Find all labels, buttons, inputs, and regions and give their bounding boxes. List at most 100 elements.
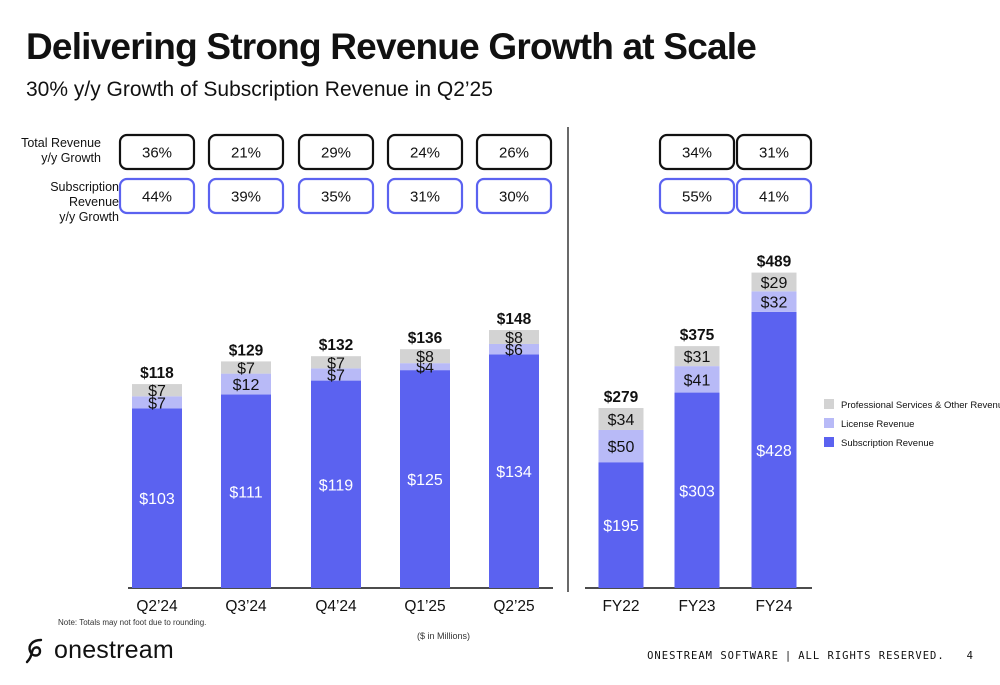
total-label-FY22: $279 (604, 389, 639, 406)
subscription-growth-badge-FY24-text: 41% (759, 189, 789, 206)
subscription-growth-label-line2: y/y Growth (59, 210, 119, 224)
bar-professional-FY23 (674, 346, 720, 367)
total-label-Q2’25: $148 (497, 311, 532, 328)
legend-swatch-license (824, 418, 834, 428)
data-label-subscription-Q3’24: $111 (229, 484, 262, 501)
legend-label-license: License Revenue (841, 419, 914, 430)
bar-license-Q3’24 (221, 373, 271, 395)
slide-title: Delivering Strong Revenue Growth at Scal… (26, 26, 757, 67)
bar-subscription-Q2’25 (489, 354, 539, 588)
footer: ONESTREAM SOFTWARE | ALL RIGHTS RESERVED. 4 (647, 650, 974, 662)
total-growth-row-label: Total Revenue y/y Growth (0, 136, 101, 166)
total-growth-badge-Q2’25 (475, 133, 553, 171)
rounding-note: Note: Totals may not foot due to roundin… (58, 618, 207, 627)
data-label-license-FY23: $41 (684, 372, 711, 389)
total-growth-badge-FY23 (658, 133, 736, 171)
data-label-license-Q3’24: $12 (233, 377, 260, 394)
subscription-growth-badge-Q4’24-text: 35% (321, 189, 351, 206)
bar-professional-FY24 (751, 272, 797, 292)
data-label-license-Q4’24: $7 (327, 367, 345, 384)
data-label-professional-Q3’24: $7 (237, 361, 255, 378)
data-label-professional-Q2’24: $7 (148, 383, 166, 400)
subscription-growth-badge-Q3’24-text: 39% (231, 189, 261, 206)
data-label-professional-Q2’25: $8 (505, 330, 523, 347)
data-label-subscription-Q4’24: $119 (319, 477, 354, 494)
data-label-professional-Q4’24: $7 (327, 355, 345, 372)
subscription-growth-badge-Q1’25-text: 31% (410, 189, 440, 206)
slide-subtitle: 30% y/y Growth of Subscription Revenue i… (26, 78, 493, 101)
bar-license-Q4’24 (311, 368, 361, 381)
total-growth-label-line1: Total Revenue (21, 136, 101, 150)
subscription-growth-badge-FY23-text: 55% (682, 189, 712, 206)
total-growth-badge-Q2’24-text: 36% (142, 145, 172, 162)
bar-professional-FY22 (598, 408, 644, 430)
bar-subscription-Q2’24 (132, 408, 182, 588)
total-growth-label-line2: y/y Growth (41, 151, 101, 165)
total-label-Q1’25: $136 (408, 330, 443, 347)
x-tick-label-FY24: FY24 (755, 598, 792, 615)
total-growth-badge-Q4’24 (297, 133, 375, 171)
bar-subscription-FY22 (598, 462, 644, 588)
data-label-license-Q1’25: $4 (416, 360, 434, 377)
data-label-subscription-Q2’25: $134 (496, 464, 532, 481)
total-growth-badge-FY23-text: 34% (682, 145, 712, 162)
x-tick-label-Q4’24: Q4’24 (315, 598, 357, 615)
data-label-professional-FY23: $31 (684, 349, 711, 366)
units-label: ($ in Millions) (417, 631, 471, 641)
data-label-professional-FY24: $29 (761, 275, 788, 292)
total-growth-badge-Q1’25 (386, 133, 464, 171)
bar-professional-Q2’25 (489, 330, 539, 344)
bar-professional-Q4’24 (311, 356, 361, 369)
data-label-professional-FY22: $34 (608, 412, 635, 429)
total-label-Q3’24: $129 (229, 342, 264, 359)
total-label-FY24: $489 (757, 254, 792, 271)
total-growth-badge-Q4’24-text: 29% (321, 145, 351, 162)
bar-professional-Q1’25 (400, 349, 450, 364)
total-growth-badge-Q2’25-text: 26% (499, 145, 529, 162)
legend-label-professional: Professional Services & Other Revenue (841, 400, 1000, 411)
x-tick-label-Q2’24: Q2’24 (136, 598, 178, 615)
subscription-growth-badge-Q2’25 (475, 177, 553, 215)
subscription-growth-row-label: Subscription Revenue y/y Growth (0, 180, 119, 225)
legend-swatch-subscription (824, 437, 834, 447)
x-tick-label-Q3’24: Q3’24 (225, 598, 267, 615)
total-label-Q2’24: $118 (140, 365, 174, 382)
data-label-subscription-Q1’25: $125 (407, 472, 443, 489)
data-label-license-Q2’25: $6 (505, 342, 523, 359)
bar-professional-Q2’24 (132, 384, 182, 397)
bar-license-FY23 (674, 366, 720, 393)
logo-wordmark: onestream (54, 636, 174, 664)
total-growth-badge-FY24 (735, 133, 813, 171)
total-growth-badge-Q2’24 (118, 133, 196, 171)
total-growth-badge-Q3’24 (207, 133, 285, 171)
subscription-growth-badge-Q4’24 (297, 177, 375, 215)
bar-subscription-Q3’24 (221, 394, 271, 588)
subscription-growth-badge-Q1’25 (386, 177, 464, 215)
bar-license-Q2’24 (132, 396, 182, 409)
bar-license-FY22 (598, 429, 644, 463)
bar-license-FY24 (751, 291, 797, 312)
footer-company: ONESTREAM SOFTWARE (647, 650, 779, 662)
data-label-license-FY24: $32 (761, 295, 788, 312)
bar-license-Q1’25 (400, 363, 450, 371)
subscription-growth-badge-Q2’25-text: 30% (499, 189, 529, 206)
data-label-subscription-FY22: $195 (603, 518, 639, 535)
total-growth-badge-Q1’25-text: 24% (410, 145, 440, 162)
data-label-subscription-FY23: $303 (679, 483, 715, 500)
onestream-logo-icon (25, 638, 43, 663)
data-label-license-Q2’24: $7 (148, 395, 166, 412)
bar-subscription-Q1’25 (400, 370, 450, 588)
bar-subscription-Q4’24 (311, 380, 361, 588)
legend-swatch-professional (824, 399, 834, 409)
bar-professional-Q3’24 (221, 361, 271, 374)
data-label-license-FY22: $50 (608, 439, 635, 456)
bar-subscription-FY23 (674, 392, 720, 588)
footer-rights: ALL RIGHTS RESERVED. (798, 650, 945, 662)
x-tick-label-FY23: FY23 (678, 598, 715, 615)
bar-subscription-FY24 (751, 311, 797, 588)
onestream-logo: onestream (24, 636, 174, 665)
x-tick-label-Q1’25: Q1’25 (404, 598, 445, 615)
total-label-FY23: $375 (680, 327, 715, 344)
bar-license-Q2’25 (489, 343, 539, 355)
